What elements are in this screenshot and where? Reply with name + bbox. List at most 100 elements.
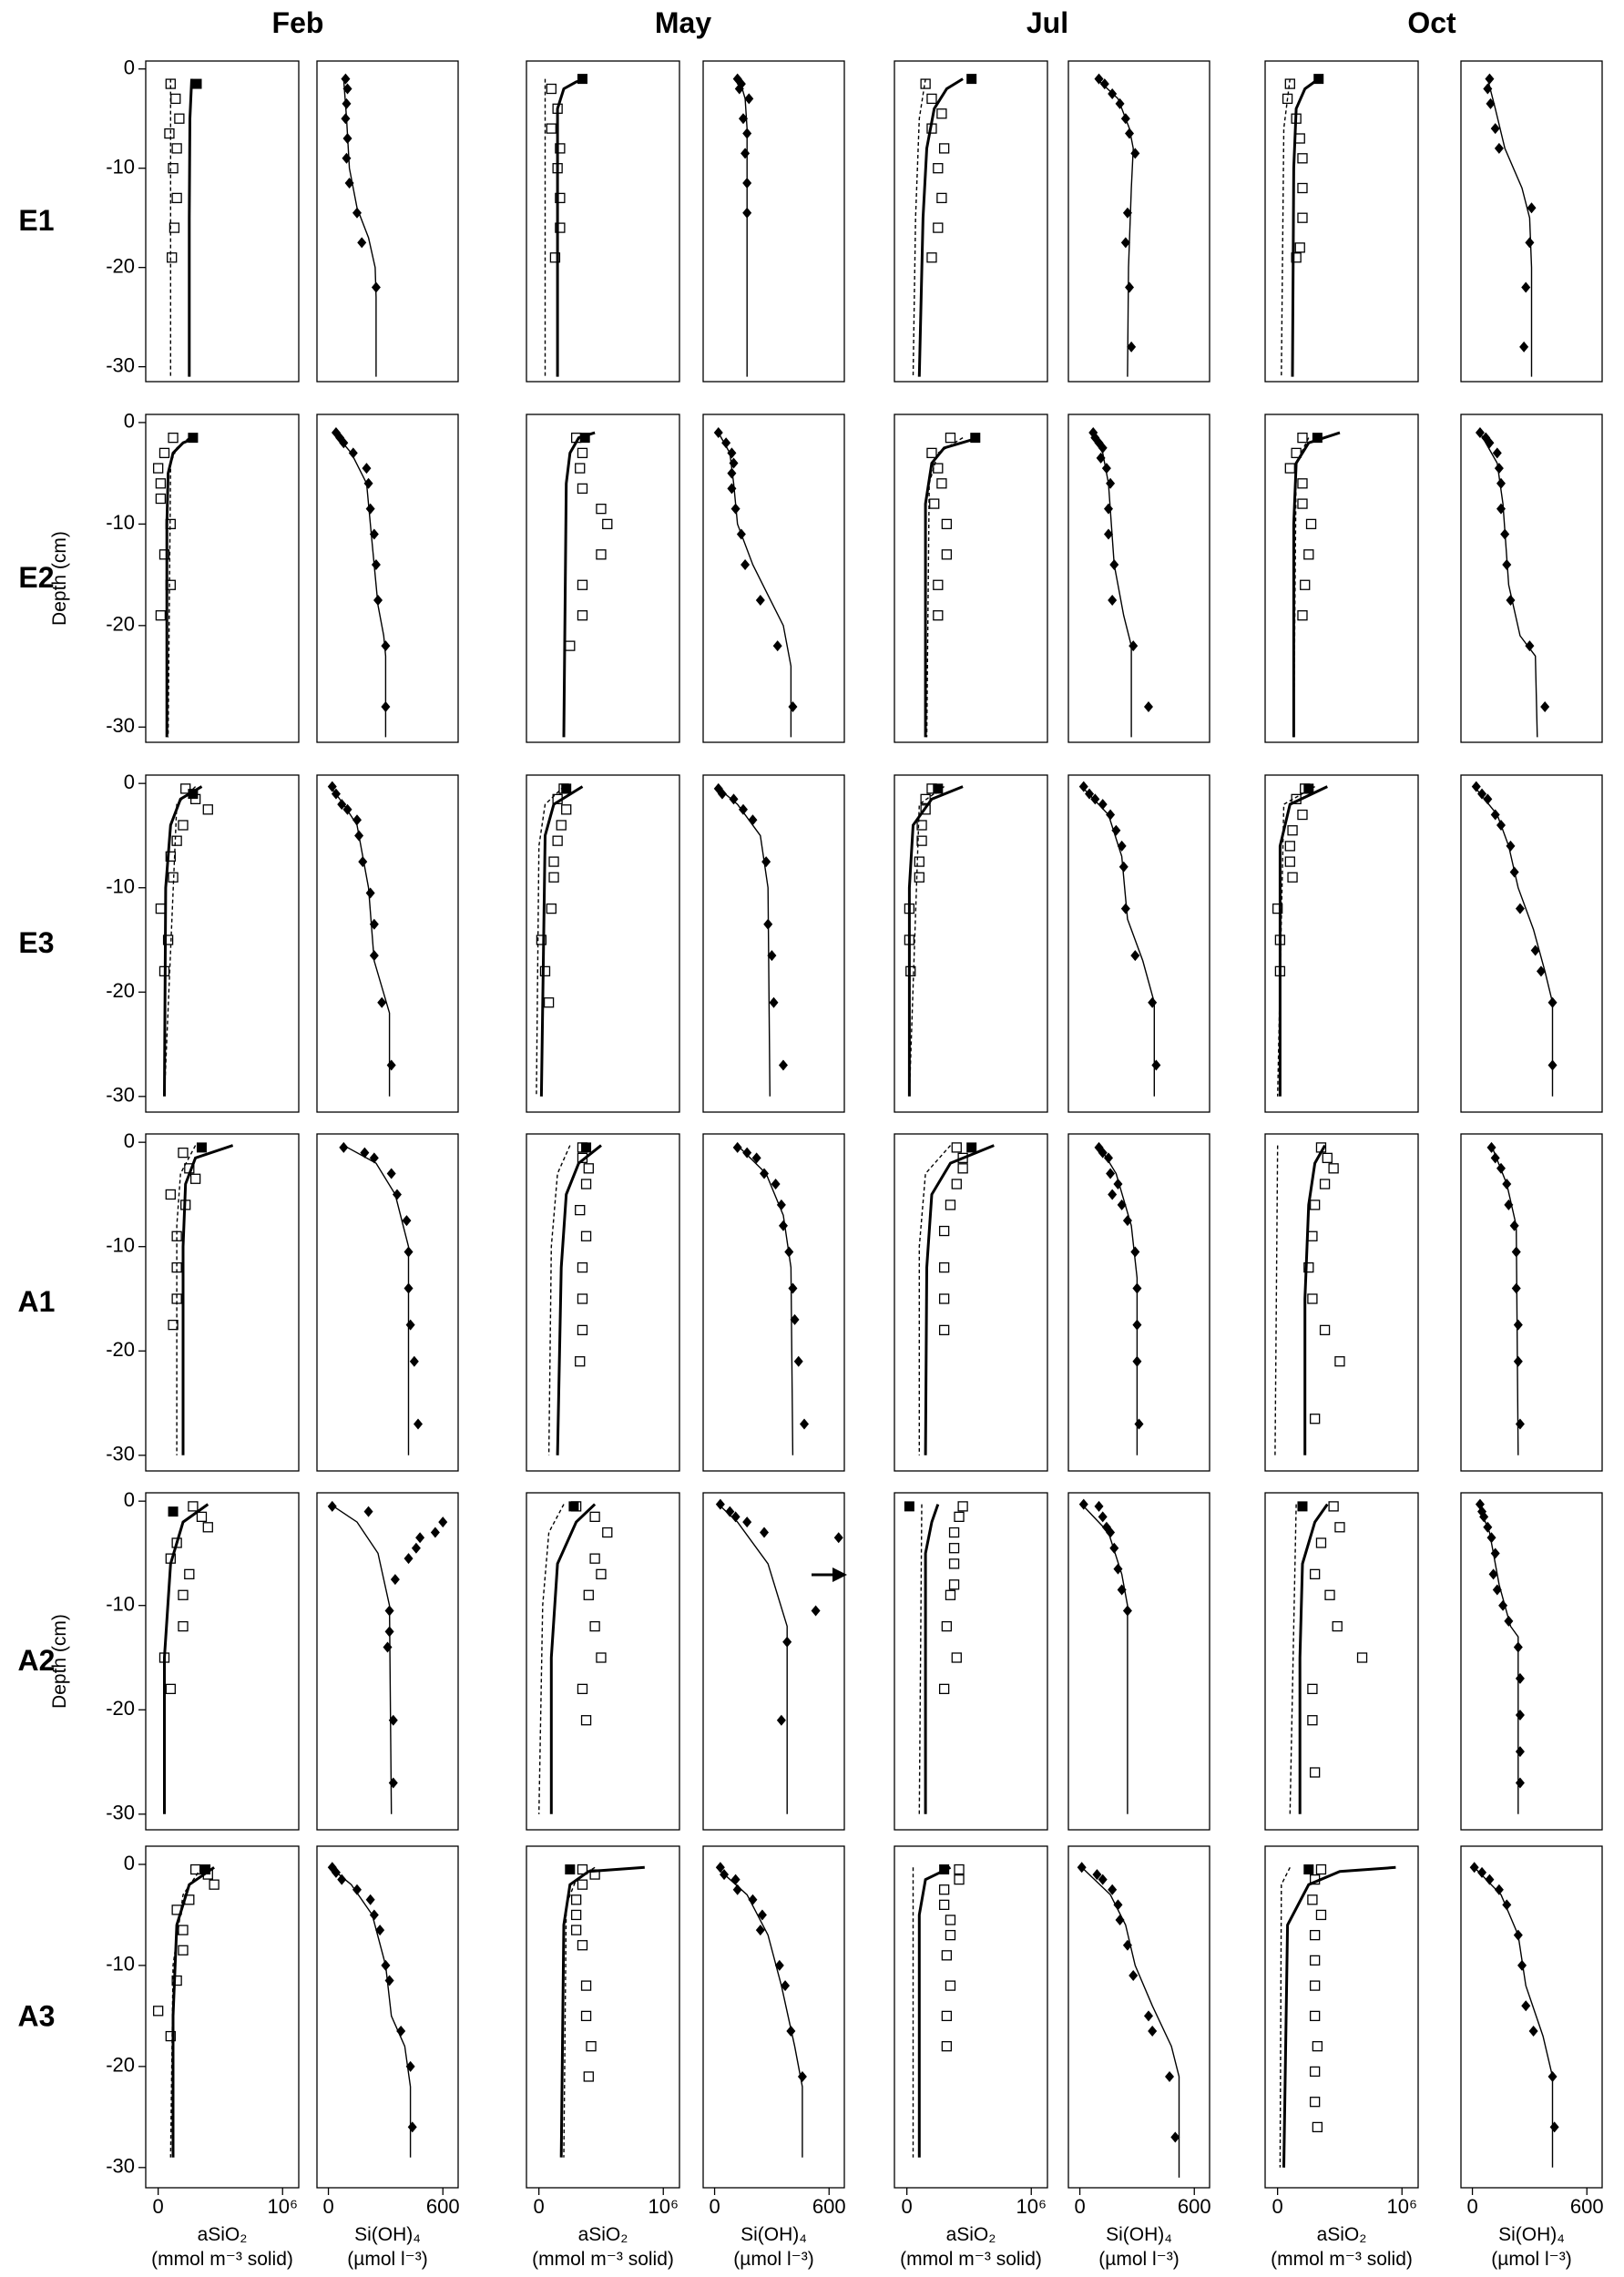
dashed-line <box>547 1145 571 1455</box>
diamond <box>1092 1869 1102 1881</box>
panel <box>1460 1492 1603 1831</box>
diamond <box>1103 1152 1113 1164</box>
diamond <box>1471 781 1481 792</box>
diamond <box>386 1168 396 1179</box>
panel-frame <box>145 60 300 383</box>
diamond <box>725 1506 735 1517</box>
open-square <box>583 2071 594 2082</box>
x-tick-label: 600 <box>1178 2195 1211 2218</box>
filled-square <box>196 1142 207 1153</box>
open-square <box>536 934 547 945</box>
y-tick-label: 0 <box>124 410 135 433</box>
panel-frame <box>1067 774 1210 1113</box>
diamond <box>738 113 748 125</box>
thick-line <box>917 77 964 377</box>
diamond <box>717 788 727 800</box>
open-square <box>171 192 182 204</box>
open-square <box>1315 1863 1327 1875</box>
open-square <box>169 222 180 233</box>
open-square <box>153 2006 164 2017</box>
thin-line <box>1479 432 1538 738</box>
open-square <box>577 610 588 621</box>
y-tick-label: -20 <box>106 2054 135 2077</box>
diamond <box>1127 341 1137 352</box>
x-axis-label: (mmol m⁻³ solid) <box>151 2249 293 2270</box>
filled-square <box>579 433 590 444</box>
thick-line <box>907 785 964 1097</box>
y-axis-label: Depth (cm) <box>49 1614 70 1709</box>
open-square <box>171 143 182 154</box>
diamond <box>1125 281 1135 293</box>
panel-frame <box>316 1133 459 1472</box>
diamond <box>1148 996 1158 1008</box>
column-title: Jul <box>1026 6 1068 39</box>
open-square <box>596 504 607 515</box>
x-tick-label: 0 <box>534 2195 545 2218</box>
open-square <box>575 1204 586 1216</box>
diamond <box>833 1532 843 1544</box>
filled-square <box>1297 1501 1308 1512</box>
panel-frame <box>894 774 1048 1113</box>
open-square <box>153 463 164 474</box>
panel <box>1264 60 1419 383</box>
open-square <box>1297 498 1308 509</box>
open-square <box>546 123 557 134</box>
thin-line <box>330 786 391 1097</box>
open-square <box>577 1293 588 1304</box>
diamond <box>1492 447 1502 459</box>
open-square <box>938 1884 950 1895</box>
panel <box>526 1133 680 1472</box>
diamond <box>790 1313 800 1325</box>
filled-square <box>966 1142 977 1153</box>
diamond <box>1109 1542 1119 1554</box>
diamond <box>778 1059 788 1071</box>
diamond <box>377 996 387 1008</box>
open-square <box>1319 1179 1331 1190</box>
diamond <box>721 437 731 449</box>
x-axis-label: aSiO₂ <box>946 2224 996 2245</box>
x-tick-label: 0 <box>153 2195 164 2218</box>
y-tick-label: 0 <box>124 1488 135 1511</box>
open-square <box>914 856 924 867</box>
panel <box>316 774 459 1113</box>
open-square <box>549 252 561 263</box>
thick-line <box>1278 785 1328 1097</box>
open-square <box>916 835 927 846</box>
x-tick-label: 0 <box>322 2195 333 2218</box>
thin-line <box>342 1144 410 1455</box>
panel-frame <box>316 414 459 743</box>
diamond <box>339 437 349 449</box>
thin-line <box>1490 1145 1519 1455</box>
diamond <box>1494 463 1504 475</box>
panel <box>1460 1133 1603 1472</box>
open-square <box>1307 1230 1318 1241</box>
diamond <box>383 1641 393 1653</box>
diamond <box>1090 793 1100 805</box>
thin-line <box>1474 786 1554 1097</box>
y-tick-label: -10 <box>106 1953 135 1976</box>
open-square <box>938 1899 950 1910</box>
diamond <box>371 558 381 570</box>
thin-line <box>1474 1866 1554 2168</box>
panel-frame <box>1067 414 1210 743</box>
panel: 0 -10 -20 -30 <box>106 771 300 1113</box>
thick-line <box>559 1865 645 2158</box>
diamond <box>767 950 777 962</box>
open-square <box>941 2041 953 2052</box>
diamond <box>1122 1215 1132 1227</box>
panel-frame <box>145 1133 300 1472</box>
panel: 0 -10 -20 -30 <box>106 56 300 383</box>
open-square <box>1307 1715 1318 1726</box>
open-square <box>1287 825 1298 836</box>
panel-frame <box>1067 1133 1210 1472</box>
open-square <box>945 1929 956 1941</box>
diamond <box>411 1542 421 1554</box>
y-tick-label: 0 <box>124 56 135 79</box>
open-square <box>555 222 566 233</box>
thick-line <box>556 77 587 377</box>
y-tick-label: -30 <box>106 353 135 376</box>
panel <box>526 414 680 743</box>
diamond <box>1143 2010 1153 2022</box>
x-tick-label: 600 <box>812 2195 846 2218</box>
row-label: A2 <box>18 1644 56 1677</box>
